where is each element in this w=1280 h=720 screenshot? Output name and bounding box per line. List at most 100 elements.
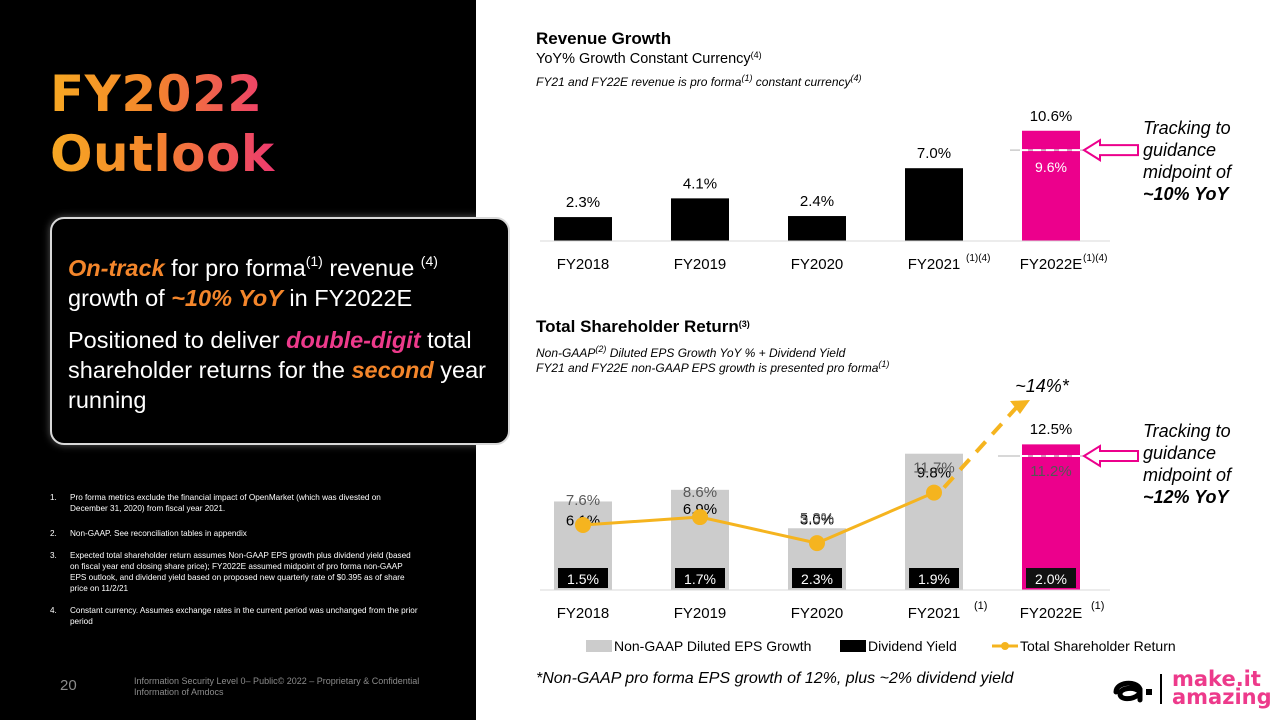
revenue-chart-note: FY21 and FY22E revenue is pro forma(1) c… bbox=[536, 73, 862, 90]
revenue-bar bbox=[905, 168, 963, 241]
title-text: Total Shareholder Return bbox=[536, 317, 739, 336]
footnote-number: 4. bbox=[50, 606, 57, 615]
subtitle-sup: (4) bbox=[750, 50, 762, 60]
revenue-category-label: FY2019 bbox=[674, 256, 727, 273]
revenue-bar-label: 2.3% bbox=[566, 194, 600, 211]
note-text: Non-GAAP bbox=[536, 346, 596, 360]
title-sup: (3) bbox=[738, 319, 750, 329]
revenue-category-label: FY2018 bbox=[557, 256, 610, 273]
security-info: Information Security Level 0– Public© 20… bbox=[134, 676, 420, 697]
note-text: constant currency bbox=[752, 75, 851, 89]
footnote-number: 3. bbox=[50, 551, 57, 560]
dividend-yield-bar bbox=[909, 568, 959, 588]
footnotes: 1. Pro forma metrics exclude the financia… bbox=[50, 492, 420, 638]
tsr-category-label: FY2021 bbox=[908, 605, 961, 622]
tsr-projection-line bbox=[942, 406, 1018, 489]
tsr-point bbox=[926, 484, 942, 501]
callout-emphasis: ~10% YoY bbox=[171, 285, 283, 311]
footnote-3: 3. Expected total shareholder return assu… bbox=[50, 550, 420, 594]
tsr-chart-title: Total Shareholder Return(3) bbox=[536, 317, 750, 337]
footnote-text: Non-GAAP. See reconciliation tables in a… bbox=[70, 529, 247, 538]
tracking-line: guidance bbox=[1143, 140, 1217, 160]
legend-swatch-eps bbox=[586, 640, 612, 652]
amdocs-logo-icon bbox=[1113, 674, 1162, 704]
callout-text: total shareholder returns for the bbox=[68, 327, 472, 383]
revenue-chart-subtitle: YoY% Growth Constant Currency(4) bbox=[536, 50, 762, 68]
tsr-point-label: 5.3% bbox=[800, 510, 834, 527]
revenue-bar-label: 10.6% bbox=[1030, 108, 1073, 125]
tsr-category-label: FY2022E bbox=[1020, 605, 1083, 622]
tracking-line: midpoint of bbox=[1143, 162, 1232, 182]
dividend-yield-bar bbox=[558, 568, 608, 588]
eps-growth-bar bbox=[905, 453, 963, 590]
callout-text: for pro forma bbox=[164, 255, 306, 281]
outlook-callout: On-track for pro forma(1) revenue (4) gr… bbox=[50, 217, 510, 445]
revenue-category-sup: (1)(4) bbox=[966, 253, 990, 264]
logo-line-2: amazing bbox=[1172, 685, 1272, 709]
tracking-value: ~12% YoY bbox=[1143, 487, 1229, 507]
tsr-point-label: 11.7% bbox=[913, 460, 954, 477]
dividend-yield-bar bbox=[792, 568, 842, 588]
footnote-number: 1. bbox=[50, 493, 57, 502]
dividend-yield-bar bbox=[1026, 568, 1076, 588]
dividend-yield-label: 1.9% bbox=[918, 571, 950, 587]
revenue-bar bbox=[1022, 130, 1080, 241]
logo-line-1: make.it bbox=[1172, 667, 1261, 691]
tsr-category-label: FY2019 bbox=[674, 605, 727, 622]
tsr-chart-note: Non-GAAP(2) Diluted EPS Growth YoY % + D… bbox=[536, 344, 890, 376]
eps-footnote: *Non-GAAP pro forma EPS growth of 12%, p… bbox=[536, 670, 1014, 687]
tsr-tracking-note: Tracking to guidance midpoint of ~12% Yo… bbox=[1143, 420, 1231, 508]
callout-emphasis: second bbox=[351, 357, 434, 383]
tsr-category-sup: (1) bbox=[1091, 600, 1104, 612]
revenue-category-label: FY2022E bbox=[1020, 256, 1083, 273]
note-text: Diluted EPS Growth YoY % + Dividend Yiel… bbox=[606, 346, 846, 360]
tracking-line: Tracking to bbox=[1143, 421, 1231, 441]
callout-text: growth of bbox=[68, 285, 172, 311]
tsr-note-line-1: Non-GAAP(2) Diluted EPS Growth YoY % + D… bbox=[536, 344, 889, 361]
dividend-yield-label: 1.7% bbox=[684, 571, 716, 587]
tsr-point-label: 8.6% bbox=[683, 484, 717, 501]
callout-emphasis: double-digit bbox=[286, 327, 421, 353]
legend-label-eps: Non-GAAP Diluted EPS Growth bbox=[614, 638, 811, 654]
revenue-tracking-note: Tracking to guidance midpoint of ~10% Yo… bbox=[1143, 117, 1231, 205]
revenue-arrow-icon bbox=[1082, 138, 1139, 162]
note-text: FY21 and FY22E revenue is pro forma bbox=[536, 75, 742, 89]
tsr-point bbox=[575, 516, 591, 533]
legend-swatch-tsr-point bbox=[1001, 642, 1009, 650]
dividend-yield-label: 2.3% bbox=[801, 571, 833, 587]
tsr-category-label: FY2018 bbox=[557, 605, 610, 622]
revenue-category-label: FY2020 bbox=[791, 256, 844, 273]
eps-growth-label: 3.0% bbox=[800, 511, 834, 528]
tsr-category-sup: (1) bbox=[974, 600, 987, 612]
legend-label-dividend: Dividend Yield bbox=[868, 638, 957, 654]
tsr-projection-arrowhead-icon bbox=[1010, 400, 1030, 414]
dividend-yield-label: 1.5% bbox=[567, 571, 599, 587]
note-sup: (4) bbox=[850, 73, 862, 83]
note-sup: (2) bbox=[595, 344, 607, 354]
subtitle-text: YoY% Growth Constant Currency bbox=[536, 51, 751, 67]
callout-text: Positioned to deliver bbox=[68, 327, 287, 353]
revenue-category-sup: (1)(4) bbox=[1083, 253, 1107, 264]
tsr-line bbox=[582, 491, 935, 545]
eps-growth-label: 9.8% bbox=[917, 465, 951, 482]
footnote-number: 2. bbox=[50, 529, 57, 538]
revenue-guidance-label: 9.6% bbox=[1035, 159, 1067, 175]
revenue-bar-label: 4.1% bbox=[683, 175, 717, 192]
callout-sup: (4) bbox=[420, 253, 438, 269]
legend-label-tsr: Total Shareholder Return bbox=[1020, 638, 1176, 654]
footnote-text: Pro forma metrics exclude the financial … bbox=[70, 493, 381, 513]
tsr-point bbox=[692, 509, 708, 526]
tsr-point-label: 7.6% bbox=[566, 492, 600, 509]
tsr-note-line-2: FY21 and FY22E non-GAAP EPS growth is pr… bbox=[536, 359, 890, 376]
revenue-bar bbox=[788, 216, 846, 241]
footnote-text: Constant currency. Assumes exchange rate… bbox=[70, 606, 418, 626]
tracking-line: Tracking to bbox=[1143, 118, 1231, 138]
callout-text: revenue bbox=[322, 255, 421, 281]
revenue-category-label: FY2021 bbox=[908, 256, 961, 273]
footnote-1: 1. Pro forma metrics exclude the financia… bbox=[50, 492, 420, 514]
note-sup: (1) bbox=[878, 359, 890, 369]
callout-paragraph-2: Positioned to deliver double-digit total… bbox=[68, 325, 492, 415]
note-text: FY21 and FY22E non-GAAP EPS growth is pr… bbox=[536, 361, 879, 375]
tsr-category-label: FY2020 bbox=[791, 605, 844, 622]
callout-paragraph-1: On-track for pro forma(1) revenue (4) gr… bbox=[68, 253, 492, 313]
